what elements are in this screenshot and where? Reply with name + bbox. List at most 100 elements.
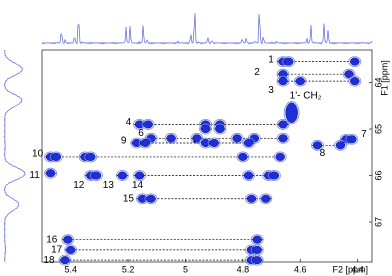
signal-label: 1 — [268, 54, 274, 65]
peak — [166, 134, 176, 143]
peak — [285, 102, 298, 124]
peak-outline — [348, 56, 362, 68]
peak-outline — [268, 170, 281, 181]
peak-outline — [245, 193, 258, 205]
peak-outline — [293, 75, 307, 87]
peak-outline — [133, 170, 146, 181]
signal-label: 17 — [51, 245, 63, 256]
peak-outline — [276, 118, 290, 130]
peak-outline — [283, 101, 300, 125]
y-tick-label: 66 — [373, 171, 383, 181]
signal-label: 10 — [32, 149, 44, 160]
peak — [269, 171, 280, 180]
peak — [200, 124, 211, 134]
peak — [261, 194, 271, 203]
peak — [215, 124, 225, 134]
peak — [243, 171, 254, 180]
peak — [335, 141, 346, 150]
peak-outline — [61, 234, 75, 246]
peak-outline — [64, 244, 78, 256]
signal-label: 11 — [29, 170, 40, 181]
f2-projection — [41, 13, 373, 45]
y-tick-label: 67 — [373, 217, 383, 227]
x-tick-label: 4.4 — [351, 264, 364, 274]
peak-outline — [242, 170, 256, 181]
peak — [246, 194, 257, 203]
peak — [91, 171, 102, 180]
peak — [140, 138, 151, 148]
peak — [134, 171, 145, 180]
signal-label: 16 — [46, 234, 58, 245]
x-axis-label: F2 [ppm] — [332, 264, 368, 274]
peak-outline — [164, 132, 178, 144]
signal-label: 12 — [73, 180, 85, 191]
peak-outline — [90, 170, 103, 181]
signal-label: 14 — [132, 180, 144, 191]
signal-label: 15 — [123, 193, 135, 204]
peak — [347, 135, 357, 144]
peak-outline — [348, 75, 362, 87]
peak — [252, 256, 262, 265]
peak — [86, 152, 96, 161]
peak-outline — [58, 254, 72, 266]
peak — [312, 141, 323, 150]
peak-outline — [276, 132, 290, 144]
peak — [192, 134, 202, 143]
peak-outline — [141, 118, 155, 130]
signal-label: 6 — [138, 128, 144, 139]
peak-outline — [334, 139, 347, 151]
signal-label: 7 — [361, 129, 367, 140]
signal-label: 2 — [254, 67, 260, 78]
peak — [278, 120, 288, 129]
peak — [117, 171, 128, 180]
peak-outline — [311, 139, 324, 151]
x-tick-label: 5.2 — [122, 264, 135, 274]
y-tick-label: 64 — [373, 78, 383, 88]
peak-outline — [230, 132, 244, 144]
peak — [65, 245, 76, 254]
peak-outline — [144, 193, 158, 205]
peak — [143, 120, 153, 129]
x-tick-label: 5.4 — [64, 264, 77, 274]
peak — [232, 134, 242, 143]
peak — [350, 57, 360, 66]
peak-outline — [345, 133, 359, 145]
peak-outline — [259, 193, 273, 205]
peak — [295, 77, 306, 86]
peak — [252, 245, 262, 254]
peak — [238, 152, 248, 161]
f1-projection — [3, 49, 26, 262]
peak — [350, 77, 360, 86]
plot-frame — [41, 49, 373, 263]
signal-label: 1'- CH₂ — [290, 90, 322, 101]
peak-outline — [199, 123, 212, 135]
peak — [60, 256, 70, 265]
signal-label: 3 — [268, 85, 274, 96]
peak — [275, 152, 285, 161]
peak-outline — [49, 151, 63, 163]
peak — [243, 138, 254, 148]
peak-outline — [44, 167, 58, 179]
peak-outline — [250, 254, 264, 266]
peak — [344, 70, 354, 79]
peak-outline — [242, 137, 256, 149]
peak — [278, 134, 288, 143]
peak-outline — [276, 75, 290, 87]
peak — [284, 57, 294, 66]
signal-label: 13 — [103, 180, 115, 191]
peak — [146, 194, 156, 203]
y-tick-label: 65 — [373, 124, 383, 134]
signal-label: 8 — [320, 148, 326, 159]
peak-outline — [138, 137, 152, 149]
peak-outline — [282, 56, 296, 68]
peak — [63, 235, 73, 244]
x-tick-label: 4.6 — [294, 264, 307, 274]
peak-outline — [84, 151, 98, 163]
peak — [45, 169, 56, 178]
peak — [252, 235, 262, 244]
y-axis-label: F1 [ppm] — [379, 60, 389, 96]
signal-label: 4 — [126, 117, 132, 128]
peak-outline — [273, 151, 287, 163]
signal-label: 18 — [43, 255, 55, 266]
